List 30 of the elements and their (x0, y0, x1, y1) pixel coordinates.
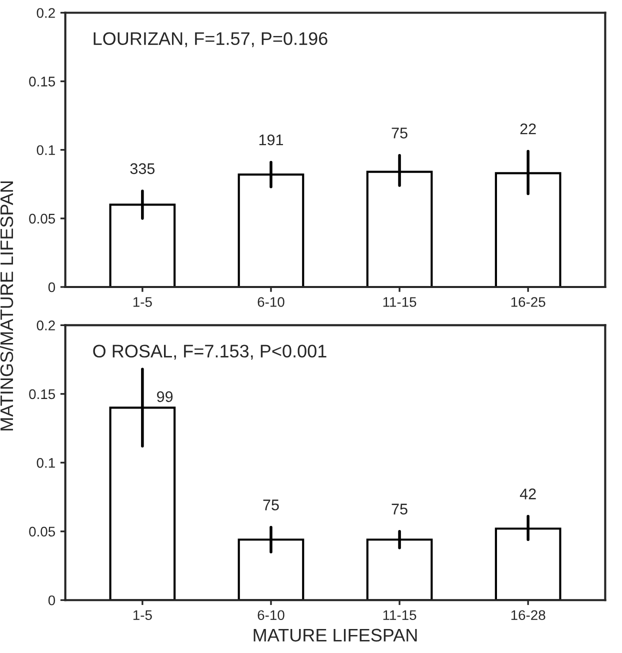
x-tick-label: 6-10 (258, 297, 284, 307)
x-tick-label: 16-28 (511, 610, 546, 620)
y-tick-label: 0.2 (36, 8, 55, 18)
y-tick-label: 0.05 (29, 526, 56, 537)
x-axis-title: MATURE LIFESPAN (254, 628, 417, 642)
annotation: 22 (520, 124, 536, 134)
x-tick-label: 11-15 (383, 610, 416, 620)
annotation: 191 (259, 134, 283, 146)
x-tick-label: 1-5 (133, 297, 152, 307)
annotation: 99 (157, 391, 173, 402)
y-tick-label: 0.15 (29, 76, 56, 86)
y-tick-label: 0.1 (36, 145, 55, 156)
x-tick-label: 11-15 (383, 297, 416, 307)
annotation: 75 (392, 504, 408, 514)
annotation: 75 (392, 128, 408, 138)
y-tick-label: 0 (48, 282, 56, 292)
annotation: 42 (520, 488, 536, 500)
y-tick-label: 0 (48, 595, 56, 606)
y-tick-label: 0.05 (29, 214, 56, 224)
text: O ROSAL, F=7.153, P<0.001 (93, 344, 326, 360)
y-tick-label: 0.2 (36, 320, 55, 330)
x-tick-label: 1-5 (133, 610, 152, 620)
annotation: 335 (130, 163, 155, 174)
x-tick-label: 16-25 (511, 297, 546, 307)
text: LOURIZAN, F=1.57, P=0.196 (94, 32, 328, 48)
y-tick-label: 0.15 (29, 389, 56, 400)
annotation: 75 (263, 500, 279, 510)
y-tick-label: 0.1 (36, 458, 55, 468)
x-tick-label: 6-10 (258, 610, 284, 620)
y-axis-title: MATINGS/MATURE LIFESPAN (0, 182, 14, 430)
